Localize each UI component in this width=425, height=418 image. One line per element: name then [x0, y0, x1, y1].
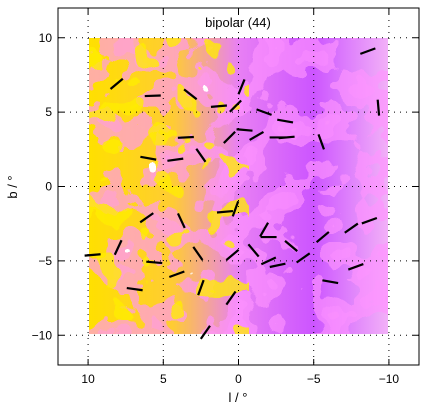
polarization-vector	[359, 47, 376, 55]
polarization-vector	[259, 222, 270, 238]
y-tick-label: 5	[45, 105, 52, 119]
polarization-vector	[317, 133, 325, 150]
polarization-vector	[278, 135, 295, 140]
polarization-vector	[168, 270, 185, 279]
polarization-vector	[183, 88, 198, 101]
polarization-vector	[113, 239, 123, 256]
polarization-vector	[225, 248, 240, 261]
y-tick-label: 10	[39, 31, 53, 45]
x-tick-label: 5	[160, 372, 167, 386]
polarization-vector	[84, 253, 101, 257]
polarization-vector	[146, 260, 163, 265]
polarization-vector	[109, 77, 124, 90]
polarization-vector	[229, 99, 242, 113]
polarization-vector	[247, 243, 260, 258]
polarization-vector	[192, 246, 204, 261]
polarization-vector	[223, 130, 236, 144]
polarization-vector	[126, 286, 143, 292]
polarization-vector	[347, 263, 364, 271]
polarization-vector	[139, 212, 154, 224]
polarization-vector	[140, 155, 157, 161]
polarization-vector	[231, 200, 240, 217]
polarization-vector	[199, 325, 211, 340]
polarization-vector	[216, 209, 234, 214]
polarization-vector	[256, 108, 272, 116]
polarization-vector	[344, 222, 359, 234]
x-tick-label: −10	[379, 372, 400, 386]
polarization-vector	[361, 216, 378, 225]
polarization-vector	[177, 135, 194, 139]
polarization-vectors	[84, 47, 381, 340]
x-tick-label: 10	[81, 372, 95, 386]
polarization-vector	[236, 128, 253, 132]
polarization-vector	[225, 290, 237, 306]
x-axis-label: l / °	[229, 390, 248, 405]
y-tick-label: 0	[45, 180, 52, 194]
polarization-vector	[284, 240, 298, 252]
polarization-vector	[144, 94, 161, 98]
y-tick-label: −10	[32, 328, 53, 342]
polarization-vector	[167, 157, 184, 162]
polarization-vector	[277, 118, 294, 124]
x-tick-label: −5	[307, 372, 321, 386]
polarization-vector	[195, 148, 207, 163]
polarization-vector	[260, 256, 277, 266]
polarization-vector	[376, 99, 381, 116]
x-tick-label: 0	[235, 372, 242, 386]
tick-labels: 10 5 0 −5 −10 10 5 0 −5 −10	[32, 31, 400, 386]
grid-lines	[58, 8, 419, 365]
polarization-vector	[269, 262, 286, 269]
polarization-vector	[176, 212, 186, 229]
polarization-vector	[249, 130, 265, 141]
chart-title: bipolar (44)	[205, 15, 271, 30]
axis-ticks	[58, 8, 419, 365]
polarization-vector	[197, 279, 205, 296]
y-axis-label: b / °	[5, 175, 20, 198]
polarization-vector	[237, 79, 246, 95]
polarization-vector	[322, 279, 339, 285]
polarization-vector	[295, 252, 311, 264]
polarization-vector	[315, 231, 330, 244]
polarization-vector	[210, 104, 228, 108]
y-tick-label: −5	[38, 254, 52, 268]
